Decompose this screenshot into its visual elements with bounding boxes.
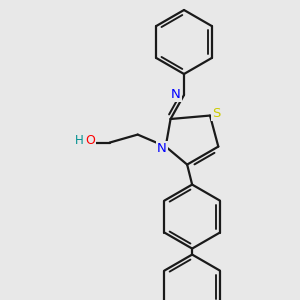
Text: S: S: [212, 107, 220, 120]
Text: N: N: [171, 88, 181, 100]
Text: O: O: [85, 134, 94, 147]
Text: N: N: [157, 142, 166, 155]
Text: H: H: [75, 134, 84, 147]
